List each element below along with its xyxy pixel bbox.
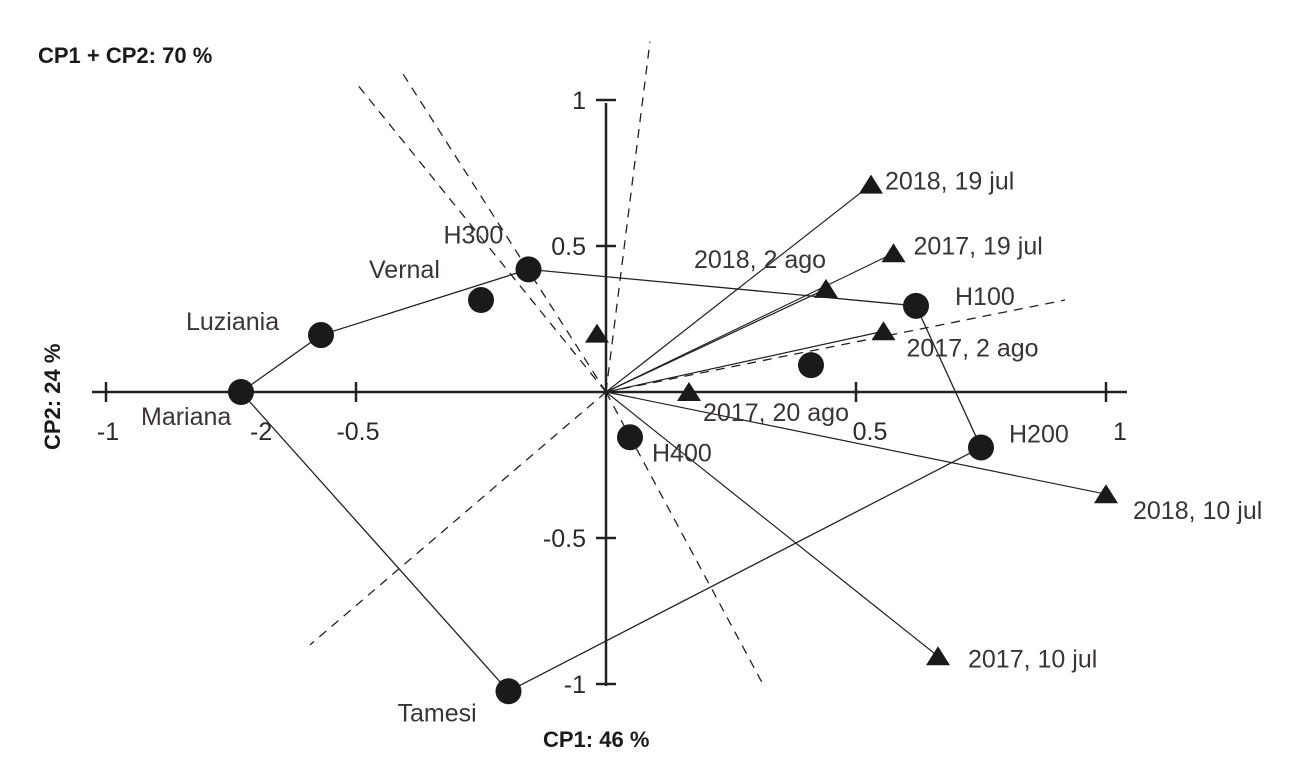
- dashed-ray: [400, 70, 607, 393]
- genotype-marker: [798, 352, 824, 379]
- environment-label: 2017, 20 ago: [703, 399, 849, 427]
- genotype-marker: [903, 292, 929, 319]
- environment-marker: [926, 646, 950, 666]
- genotype-label: Luziania: [186, 308, 279, 336]
- genotype-label: Tamesi: [398, 699, 477, 727]
- dashed-ray: [357, 84, 607, 393]
- genotype-label: H100: [955, 283, 1015, 311]
- genotype-marker: [308, 322, 334, 349]
- x-tick-label: 1: [1113, 418, 1127, 446]
- genotype-label: H200: [1009, 420, 1069, 448]
- environment-vector: [605, 391, 939, 657]
- y-tick-label: -1: [564, 671, 586, 699]
- genotype-label: H300: [444, 221, 504, 249]
- environment-marker: [881, 243, 906, 263]
- chart-title: CP1 + CP2: 70 %: [38, 43, 212, 68]
- environment-marker: [859, 174, 883, 194]
- dashed-ray: [309, 391, 607, 646]
- environment-vector: [605, 330, 884, 393]
- y-axis-label: CP2: 24 %: [40, 344, 65, 450]
- dashed-ray: [605, 299, 1066, 393]
- environment-marker: [677, 382, 701, 401]
- x-tick-label: -0.5: [336, 418, 379, 446]
- environment-vector: [605, 184, 872, 393]
- stray-tick-label: -2: [250, 418, 272, 446]
- genotype-marker: [968, 434, 994, 461]
- x-tick-label: 0.5: [853, 418, 888, 446]
- genotype-label: Mariana: [141, 403, 231, 431]
- environment-vector: [605, 252, 894, 393]
- environment-label: 2018, 19 jul: [885, 168, 1014, 196]
- environment-label: 2017, 10 jul: [968, 645, 1097, 673]
- environment-label: 2018, 2 ago: [694, 246, 826, 274]
- genotype-marker: [617, 424, 643, 451]
- y-tick-label: 0.5: [551, 233, 586, 261]
- x-tick-label: -1: [97, 418, 119, 446]
- genotype-marker: [495, 678, 522, 705]
- genotype-marker: [515, 256, 542, 283]
- convex-hull-polygon: [240, 268, 982, 693]
- environment-marker: [814, 278, 838, 298]
- environment-marker: [871, 321, 896, 341]
- genotype-label: H400: [652, 439, 712, 467]
- environment-vector: [605, 391, 1107, 495]
- environment-label: 2017, 2 ago: [907, 334, 1039, 362]
- environment-marker: [1094, 484, 1118, 504]
- genotype-marker: [228, 379, 254, 405]
- genotype-label: Vernal: [369, 256, 440, 284]
- environment-label: 2017, 19 jul: [914, 232, 1043, 260]
- y-tick-label: -0.5: [543, 525, 586, 553]
- genotype-marker: [468, 287, 494, 314]
- dashed-ray: [605, 41, 651, 393]
- environment-label: 2018, 10 jul: [1133, 497, 1262, 525]
- environment-marker: [585, 323, 609, 343]
- environment-vector: [605, 288, 827, 393]
- x-axis-label: CP1: 46 %: [543, 727, 649, 752]
- y-tick-label: 1: [572, 87, 586, 115]
